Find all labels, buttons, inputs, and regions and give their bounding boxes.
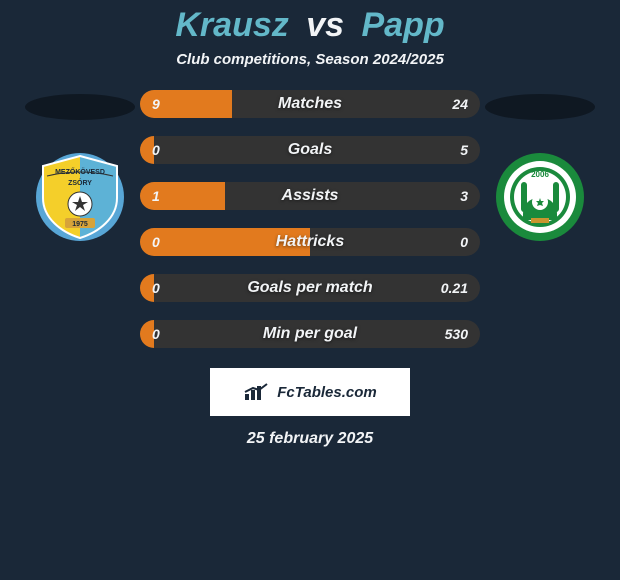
- stat-bar-label: Assists: [140, 182, 480, 210]
- right-column: 2006: [480, 94, 600, 242]
- stat-bar: Assists1 3: [140, 182, 480, 210]
- left-column: MEZŐKÖVESD ZSÓRY 1975: [20, 94, 140, 242]
- attribution-badge: FcTables.com: [210, 368, 410, 416]
- left-ellipse: [25, 94, 135, 120]
- subtitle: Club competitions, Season 2024/2025: [0, 51, 620, 68]
- stat-bar-value-right: 24: [452, 90, 468, 118]
- stat-bar-label: Goals: [140, 136, 480, 164]
- stat-bar: Hattricks0 0: [140, 228, 480, 256]
- stat-bars: Matches924Goals05Assists13Hattricks00Goa…: [140, 90, 480, 348]
- stat-bar-value-left: 0: [152, 136, 160, 164]
- page-title: Krausz vs Papp: [0, 0, 620, 45]
- stat-bar-value-right: 3: [460, 182, 468, 210]
- stat-bar-label: Goals per match: [140, 274, 480, 302]
- stat-bar-value-left: 0: [152, 228, 160, 256]
- title-player-a: Krausz: [175, 6, 288, 44]
- comparison-row: MEZŐKÖVESD ZSÓRY 1975 Matches924Goals05A…: [0, 94, 620, 348]
- fctables-logo-icon: [243, 382, 271, 402]
- svg-text:MEZŐKÖVESD: MEZŐKÖVESD: [55, 167, 105, 176]
- date-line: 25 february 2025: [0, 430, 620, 448]
- team-a-crest-icon: MEZŐKÖVESD ZSÓRY 1975: [35, 152, 125, 242]
- svg-text:2006: 2006: [531, 170, 549, 179]
- attribution-text: FcTables.com: [277, 384, 376, 401]
- stat-bar-value-left: 0: [152, 274, 160, 302]
- stat-bar-value-right: 530: [445, 320, 468, 348]
- stat-bar-value-left: 9: [152, 90, 160, 118]
- svg-text:ZSÓRY: ZSÓRY: [68, 178, 92, 187]
- stat-bar-label: Min per goal: [140, 320, 480, 348]
- stat-bar-value-left: 1: [152, 182, 160, 210]
- stat-bar-value-left: 0: [152, 320, 160, 348]
- title-player-b: Papp: [361, 6, 444, 44]
- right-ellipse: [485, 94, 595, 120]
- team-b-crest-icon: 2006: [495, 152, 585, 242]
- stat-bar-label: Hattricks: [140, 228, 480, 256]
- stat-bar-value-right: 0.21: [441, 274, 468, 302]
- stat-bar: Goals0 5: [140, 136, 480, 164]
- stat-bar-value-right: 0: [460, 228, 468, 256]
- svg-text:1975: 1975: [72, 221, 88, 228]
- stat-bar-label: Matches: [140, 90, 480, 118]
- stat-bar: Matches9 24: [140, 90, 480, 118]
- stat-bar-value-right: 5: [460, 136, 468, 164]
- stat-bar: Min per goal0 530: [140, 320, 480, 348]
- stat-bar: Goals per match0 0.21: [140, 274, 480, 302]
- title-vs: vs: [306, 6, 344, 44]
